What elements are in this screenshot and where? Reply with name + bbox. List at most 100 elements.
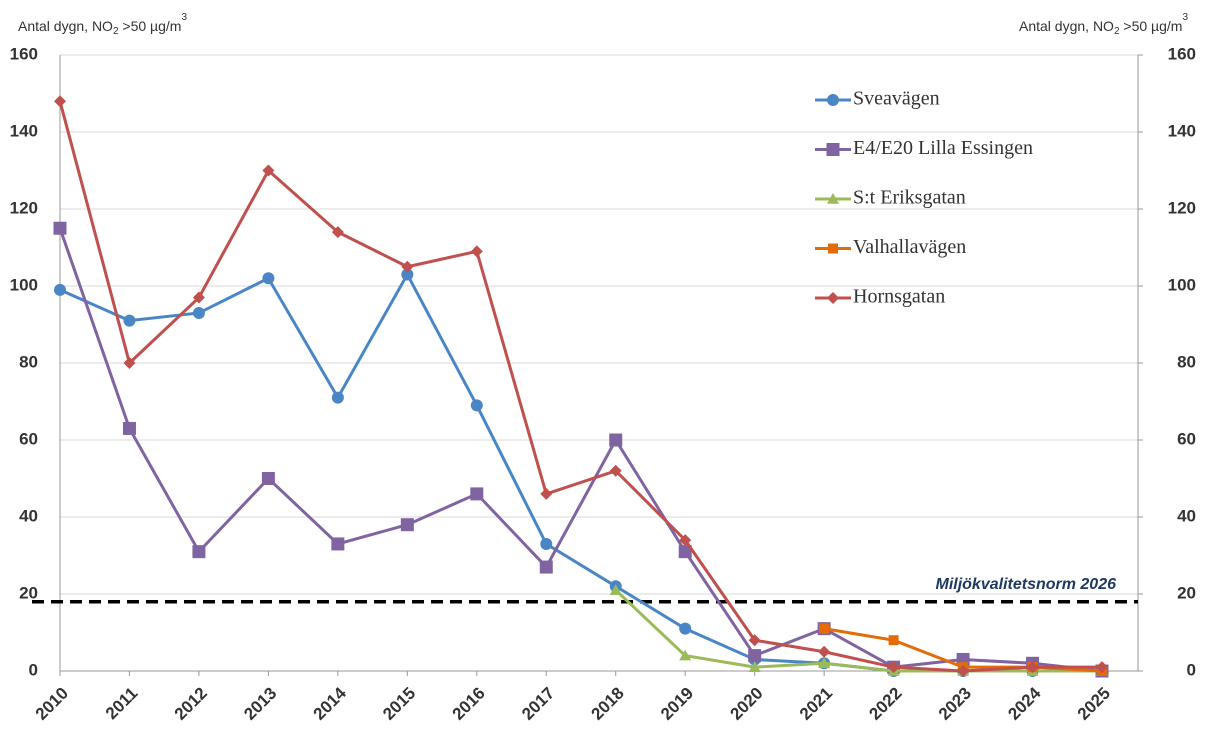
- axis-label-part: >50 µg/m: [1120, 18, 1183, 34]
- point: [819, 623, 830, 634]
- y2-tick-label: 20: [1177, 583, 1196, 602]
- x-tick-label: 2015: [379, 684, 419, 724]
- point: [470, 487, 484, 501]
- point: [470, 245, 483, 258]
- legend-label: Hornsgatan: [853, 286, 945, 308]
- series-line: [58, 100, 1102, 673]
- point: [609, 433, 623, 447]
- point: [262, 272, 275, 285]
- point: [826, 143, 840, 156]
- point: [1096, 661, 1108, 674]
- point: [400, 518, 414, 532]
- point: [262, 164, 275, 177]
- x-tick-label: 2023: [935, 684, 975, 724]
- point: [827, 193, 839, 204]
- point: [1026, 661, 1039, 674]
- legend-label: Sveavägen: [853, 88, 940, 110]
- y-tick-label: 40: [19, 506, 38, 525]
- point: [887, 661, 900, 674]
- point: [540, 487, 553, 500]
- point: [679, 534, 692, 547]
- point: [54, 283, 66, 296]
- x-tick-label: 2011: [102, 684, 142, 724]
- point: [540, 537, 553, 550]
- axis-label-part: Antal dygn, NO: [1019, 18, 1114, 34]
- y-tick-label: 160: [10, 44, 38, 63]
- axis-label-part: 3: [181, 12, 187, 23]
- axis-label: Antal dygn, NO2 >50 µg/m3: [18, 12, 187, 37]
- series-line: [59, 271, 1102, 673]
- y-tick-label: 120: [10, 198, 38, 217]
- point: [539, 560, 553, 574]
- x-tick-label: 2012: [171, 684, 211, 724]
- axis-label-part: 3: [1182, 12, 1188, 23]
- x-tick-label: 2020: [726, 684, 766, 724]
- point: [888, 635, 899, 646]
- point: [401, 260, 414, 273]
- point: [401, 268, 414, 281]
- point: [192, 291, 205, 304]
- y2-tick-label: 100: [1168, 275, 1196, 294]
- point: [748, 634, 761, 647]
- x-tick-label: 2013: [240, 684, 280, 724]
- x-tick-label: 2022: [865, 684, 905, 724]
- x-tick-label: 2021: [796, 684, 836, 724]
- y-tick-label: 140: [10, 121, 38, 140]
- point: [192, 306, 205, 319]
- axis-label-part: >50 µg/m: [119, 18, 182, 34]
- x-tick-label: 2024: [1004, 683, 1045, 724]
- axis-label-part: 2: [113, 26, 119, 37]
- point: [679, 622, 692, 635]
- point: [748, 661, 761, 672]
- point: [331, 226, 344, 239]
- axis-label-part: Antal dygn, NO: [18, 18, 113, 34]
- y2-tick-label: 0: [1187, 660, 1196, 679]
- point: [123, 314, 136, 327]
- y2-tick-label: 120: [1168, 198, 1196, 217]
- x-tick-label: 2025: [1074, 684, 1114, 724]
- y-tick-label: 60: [19, 429, 38, 448]
- x-tick-label: 2019: [657, 684, 697, 724]
- point: [122, 421, 136, 435]
- point: [331, 391, 344, 404]
- point: [748, 649, 762, 663]
- y-tick-label: 100: [10, 275, 38, 294]
- y2-tick-label: 40: [1177, 506, 1196, 525]
- y2-tick-label: 160: [1168, 44, 1196, 63]
- y2-tick-label: 140: [1168, 121, 1196, 140]
- point: [470, 399, 483, 412]
- point: [609, 584, 622, 595]
- x-tick-label: 2017: [518, 684, 558, 724]
- point: [678, 545, 692, 559]
- point: [679, 649, 692, 661]
- y2-tick-label: 60: [1177, 429, 1196, 448]
- series-line: [614, 589, 1102, 673]
- point: [331, 537, 345, 551]
- axis-label: Antal dygn, NO2 >50 µg/m3: [1019, 12, 1188, 37]
- x-tick-label: 2010: [32, 684, 72, 724]
- point: [123, 357, 136, 369]
- x-tick-label: 2018: [588, 684, 628, 724]
- y-tick-label: 20: [19, 583, 38, 602]
- y2-tick-label: 80: [1177, 352, 1196, 371]
- point: [818, 645, 831, 658]
- axis-label-part: 2: [1114, 26, 1120, 37]
- x-tick-label: 2014: [310, 683, 351, 724]
- point: [53, 221, 67, 235]
- point: [957, 665, 970, 677]
- x-tick-label: 2016: [449, 684, 489, 724]
- point: [827, 292, 839, 304]
- reference-label: Miljökvalitetsnorm 2026: [935, 576, 1116, 593]
- point: [192, 545, 206, 559]
- point: [609, 464, 622, 477]
- point: [827, 94, 839, 106]
- point: [54, 95, 66, 108]
- point: [261, 472, 275, 485]
- point: [828, 243, 838, 254]
- legend-label: Valhallavägen: [853, 236, 966, 258]
- legend-label: E4/E20 Lilla Essingen: [853, 137, 1033, 159]
- point: [818, 657, 831, 669]
- series-line: [58, 227, 1103, 673]
- y-tick-label: 80: [19, 352, 38, 371]
